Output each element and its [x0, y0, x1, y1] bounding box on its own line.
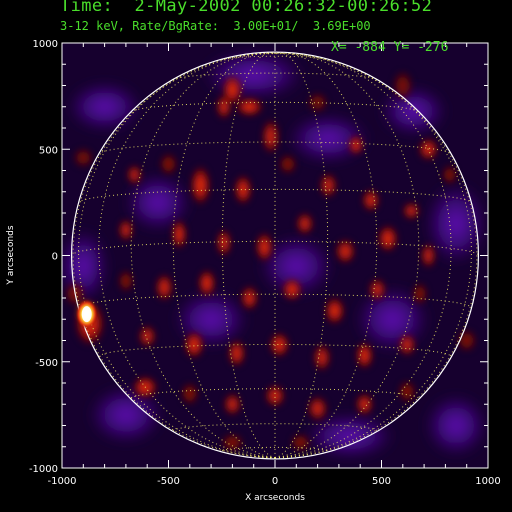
peak-source-layer [75, 299, 98, 330]
emission-blob [398, 380, 417, 403]
x-tick-label: -500 [157, 476, 180, 487]
latitude-line [78, 188, 472, 204]
emission-blob [368, 278, 387, 301]
purple-emission-patch [379, 85, 448, 137]
emission-blob [255, 231, 274, 263]
emission-blob [295, 212, 314, 236]
purple-emission-patch [66, 81, 143, 133]
latitude-line [98, 141, 452, 155]
longitude-line [274, 52, 420, 459]
y-tick-label: -1000 [29, 464, 58, 475]
x-tick-label: 1000 [475, 476, 500, 487]
longitude-line [221, 52, 276, 459]
emission-blob [159, 152, 178, 176]
emission-blob [261, 118, 280, 155]
emission-blob [227, 339, 246, 368]
y-axis: -1000 -500 0 500 1000 [29, 39, 488, 475]
cursor-coordinate-readout: X= -884 Y= -276 [331, 40, 449, 55]
emission-blob [234, 174, 252, 205]
x-tick-label: 500 [372, 476, 391, 487]
emission-blob [138, 324, 157, 348]
emission-blob [398, 333, 417, 357]
x-axis: -1000 -500 0 500 1000 [47, 43, 501, 487]
purple-emission-patch [87, 385, 165, 445]
time-range-label: Time: 2-May-2002 00:26:32-00:26:52 [60, 0, 433, 16]
y-tick-label: 500 [39, 145, 58, 156]
emission-blob [355, 392, 374, 416]
emission-blob [307, 395, 328, 422]
emission-blob [335, 238, 356, 264]
emission-blob [392, 70, 414, 101]
emission-blob [361, 188, 380, 212]
emission-blob [278, 153, 297, 175]
emission-blob [412, 282, 428, 306]
peak-source-core [81, 306, 92, 323]
purple-emission-patch [257, 234, 335, 298]
purple-emission-patch [424, 393, 488, 458]
emission-blob [290, 433, 311, 452]
emission-blob [155, 273, 174, 302]
purple-emission-patch [123, 172, 192, 233]
y-tick-label: 1000 [33, 39, 58, 50]
grid-limb-line [72, 53, 478, 458]
emission-blob [348, 134, 364, 156]
longitude-line [77, 52, 276, 459]
x-axis-title: X arcseconds [245, 493, 305, 503]
purple-emission-patch [302, 412, 397, 460]
emission-blob [319, 172, 338, 199]
emission-blob [223, 392, 242, 416]
emission-blob [377, 224, 399, 253]
x-tick-label: 0 [272, 476, 278, 487]
latitude-line [71, 240, 479, 256]
emission-blob [190, 164, 211, 206]
emission-blob [118, 218, 134, 242]
emission-blob [216, 94, 232, 120]
emission-blob [402, 201, 421, 220]
emission-blob [183, 330, 205, 359]
emission-blob [441, 164, 458, 185]
heliographic-grid [71, 52, 479, 459]
longitude-line [274, 52, 329, 459]
emission-blob [118, 269, 134, 293]
emission-blob [264, 384, 286, 408]
latitude-line [130, 101, 420, 113]
y-axis-title: Y arcseconds [6, 225, 16, 285]
purple-emission-patch [424, 181, 488, 267]
energy-rate-label: 3-12 keV, Rate/BgRate: 3.00E+01/ 3.69E+0… [60, 19, 371, 33]
emission-blob [235, 97, 264, 117]
emission-blob [216, 228, 232, 257]
y-tick-label: -500 [35, 358, 58, 369]
emission-blob [126, 164, 143, 185]
solar-limb [70, 51, 480, 460]
emission-blob [73, 147, 94, 168]
emission-blob [180, 382, 199, 406]
longitude-line [130, 52, 276, 459]
emission-blob [281, 278, 303, 301]
emission-blob [420, 242, 437, 269]
longitude-line [274, 52, 473, 459]
emission-blob [197, 269, 216, 298]
emission-blob [324, 296, 345, 325]
emission-blob [456, 329, 477, 352]
emission-blob [171, 218, 187, 250]
emission-blob [355, 341, 374, 370]
latitude-line [98, 344, 452, 357]
emission-blob [269, 332, 290, 358]
emission-blob [220, 433, 244, 452]
x-tick-label: -1000 [47, 476, 76, 487]
y-tick-label: 0 [52, 252, 58, 263]
emission-blob [240, 285, 259, 311]
purple-emission-patch [285, 113, 371, 165]
plot-area [62, 43, 488, 468]
emission-blob [312, 343, 331, 372]
emission-blob [307, 92, 328, 113]
